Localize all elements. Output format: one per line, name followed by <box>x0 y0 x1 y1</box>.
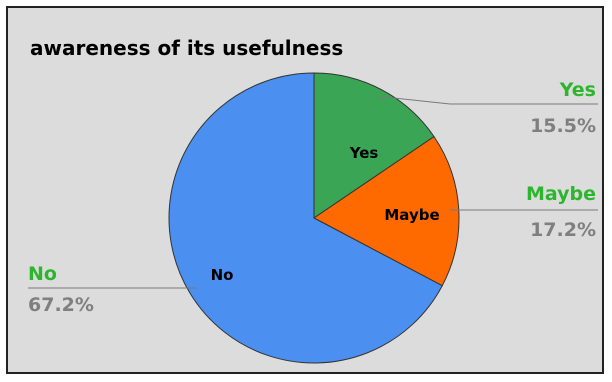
pie-slice-yes <box>313 72 435 219</box>
chart-title: awareness of its usefulness <box>30 36 343 60</box>
leader-line-yes <box>378 95 598 105</box>
slice-label-maybe: Maybe <box>526 183 596 205</box>
slice-value-no: 67.2% <box>28 294 94 316</box>
slice-inner-label-no: No <box>211 266 234 284</box>
leader-line-no <box>28 287 197 290</box>
slice-label-no: No <box>28 263 57 285</box>
slice-label-yes: Yes <box>559 79 596 101</box>
slice-value-yes: 15.5% <box>530 115 596 137</box>
slice-inner-label-maybe: Maybe <box>384 206 439 224</box>
slice-inner-label-yes: Yes <box>349 144 379 162</box>
pie-slice-no <box>168 72 443 364</box>
slice-value-maybe: 17.2% <box>530 219 596 241</box>
